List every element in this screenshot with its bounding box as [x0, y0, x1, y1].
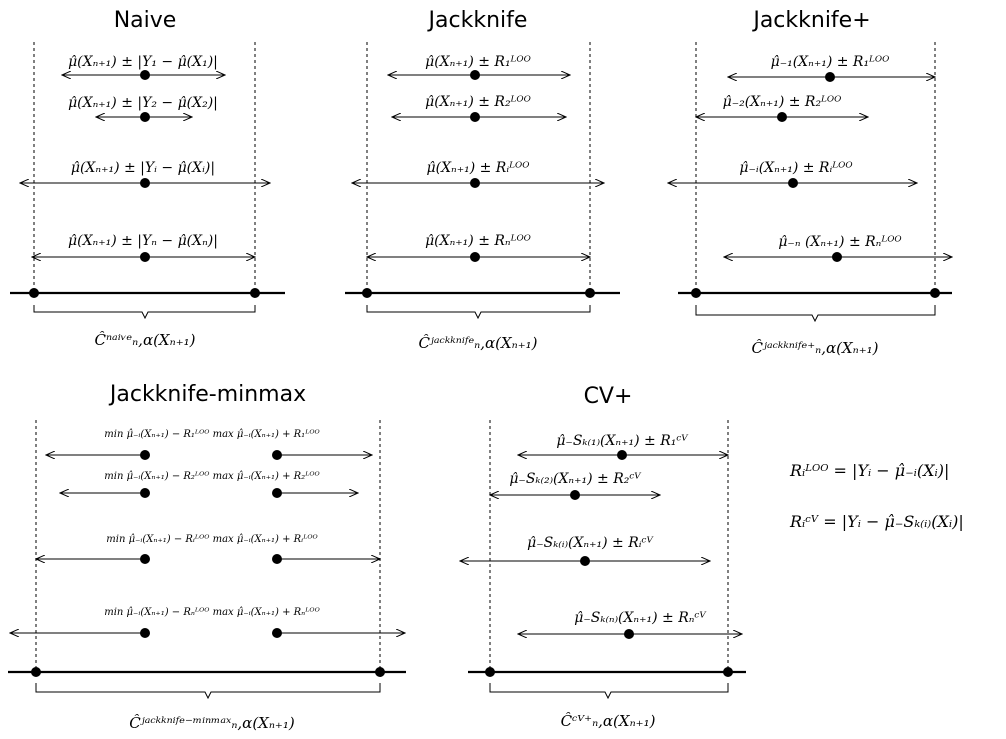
max-estimate-dot	[272, 554, 282, 564]
interval-label: μ̂(Xₙ₊₁) ± |Y₁ − μ̂(X₁)|	[68, 54, 218, 70]
panel-jackknife: Jackknife μ̂(Xₙ₊₁) ± R₁ᴸᴼᴼ μ̂(Xₙ₊₁) ± R₂…	[345, 8, 620, 352]
lower-endpoint-dot	[362, 288, 372, 298]
interval-row-i: μ̂(Xₙ₊₁) ± |Yᵢ − μ̂(Xᵢ)|	[20, 160, 270, 188]
interval-label: μ̂₋₂(Xₙ₊₁) ± R₂ᴸᴼᴼ	[723, 94, 843, 110]
point-estimate-dot	[570, 490, 580, 500]
min-estimate-dot	[140, 628, 150, 638]
interval-label: μ̂₋ᵢ(Xₙ₊₁) ± Rᵢᴸᴼᴼ	[739, 160, 853, 176]
residual-definitions: Rᵢᴸᴼᴼ = |Yᵢ − μ̂₋ᵢ(Xᵢ)| Rᵢᶜⱽ = |Yᵢ − μ̂₋…	[789, 461, 964, 531]
point-estimate-dot	[825, 72, 835, 82]
lower-endpoint-dot	[29, 288, 39, 298]
point-estimate-dot	[624, 629, 634, 639]
upper-endpoint-dot	[930, 288, 940, 298]
interval-label: μ̂₋₁(Xₙ₊₁) ± R₁ᴸᴼᴼ	[771, 54, 891, 70]
interval-row-1: μ̂₋₁(Xₙ₊₁) ± R₁ᴸᴼᴼ	[728, 54, 935, 82]
panel-title: Jackknife	[427, 8, 528, 33]
loo-residual-definition: Rᵢᴸᴼᴼ = |Yᵢ − μ̂₋ᵢ(Xᵢ)|	[789, 461, 949, 480]
prediction-set-label: Ĉʲᵃᶜᵏᵏⁿⁱᶠᵉₙ,α(Xₙ₊₁)	[418, 334, 537, 352]
cv-residual-definition: Rᵢᶜⱽ = |Yᵢ − μ̂₋Sₖ₍ᵢ₎(Xᵢ)|	[789, 512, 964, 531]
lower-endpoint-dot	[485, 667, 495, 677]
prediction-set-brace	[366, 305, 591, 320]
point-estimate-dot	[140, 178, 150, 188]
upper-endpoint-dot	[250, 288, 260, 298]
panel-title: Jackknife-minmax	[108, 382, 306, 407]
panel-jackknife-plus: Jackknife+ μ̂₋₁(Xₙ₊₁) ± R₁ᴸᴼᴼ μ̂₋₂(Xₙ₊₁)…	[668, 8, 952, 357]
interval-row-i: μ̂₋Sₖ₍ᵢ₎(Xₙ₊₁) ± Rᵢᶜⱽ	[460, 535, 710, 566]
interval-label: μ̂₋Sₖ₍ₙ₎(Xₙ₊₁) ± Rₙᶜⱽ	[574, 610, 707, 626]
point-estimate-dot	[470, 178, 480, 188]
upper-endpoint-dot	[375, 667, 385, 677]
lower-endpoint-dot	[691, 288, 701, 298]
interval-label: μ̂(Xₙ₊₁) ± Rᵢᴸᴼᴼ	[427, 160, 531, 176]
interval-row-1: μ̂₋Sₖ₍₁₎(Xₙ₊₁) ± R₁ᶜⱽ	[518, 433, 728, 460]
point-estimate-dot	[580, 556, 590, 566]
min-estimate-dot	[140, 450, 150, 460]
interval-row-n: μ̂(Xₙ₊₁) ± |Yₙ − μ̂(Xₙ)|	[32, 233, 255, 262]
interval-label: μ̂₋Sₖ₍ᵢ₎(Xₙ₊₁) ± Rᵢᶜⱽ	[527, 535, 654, 551]
prediction-set-label: Ĉⁿᵃⁱᵛᵉₙ,α(Xₙ₊₁)	[95, 331, 196, 349]
interval-row-n: μ̂₋ₙ (Xₙ₊₁) ± Rₙᴸᴼᴼ	[724, 234, 952, 262]
prediction-set-brace	[489, 683, 729, 700]
interval-row-2: μ̂₋Sₖ₍₂₎(Xₙ₊₁) ± R₂ᶜⱽ	[490, 471, 660, 500]
prediction-set-label: Ĉᶜⱽ⁺ₙ,α(Xₙ₊₁)	[561, 712, 656, 730]
prediction-set-label: Ĉʲᵃᶜᵏᵏⁿⁱᶠᵉ⁺ₙ,α(Xₙ₊₁)	[752, 339, 879, 357]
point-estimate-dot	[140, 112, 150, 122]
point-estimate-dot	[140, 70, 150, 80]
interval-row-n: μ̂₋Sₖ₍ₙ₎(Xₙ₊₁) ± Rₙᶜⱽ	[518, 610, 742, 639]
max-estimate-dot	[272, 628, 282, 638]
interval-row-1: min μ̂₋ᵢ(Xₙ₊₁) − R₁ᴸᴼᴼ max μ̂₋ᵢ(Xₙ₊₁) + …	[46, 429, 372, 460]
interval-row-2: μ̂₋₂(Xₙ₊₁) ± R₂ᴸᴼᴼ	[696, 94, 868, 122]
lower-endpoint-dot	[31, 667, 41, 677]
interval-row-2: μ̂(Xₙ₊₁) ± |Y₂ − μ̂(X₂)|	[68, 95, 218, 122]
interval-label: μ̂(Xₙ₊₁) ± |Y₂ − μ̂(X₂)|	[68, 95, 218, 111]
point-estimate-dot	[470, 112, 480, 122]
panel-cv-plus: CV+ μ̂₋Sₖ₍₁₎(Xₙ₊₁) ± R₁ᶜⱽ μ̂₋Sₖ₍₂₎(Xₙ₊₁)…	[460, 384, 746, 730]
interval-label: min μ̂₋ᵢ(Xₙ₊₁) − R₁ᴸᴼᴼ max μ̂₋ᵢ(Xₙ₊₁) + …	[104, 429, 320, 440]
interval-label: min μ̂₋ᵢ(Xₙ₊₁) − Rₙᴸᴼᴼ max μ̂₋ᵢ(Xₙ₊₁) + …	[104, 607, 320, 618]
interval-row-n: μ̂(Xₙ₊₁) ± Rₙᴸᴼᴼ	[367, 233, 590, 262]
interval-row-i: μ̂₋ᵢ(Xₙ₊₁) ± Rᵢᴸᴼᴼ	[668, 160, 917, 188]
point-estimate-dot	[832, 252, 842, 262]
point-estimate-dot	[470, 70, 480, 80]
interval-row-i: μ̂(Xₙ₊₁) ± Rᵢᴸᴼᴼ	[352, 160, 604, 188]
interval-row-2: min μ̂₋ᵢ(Xₙ₊₁) − R₂ᴸᴼᴼ max μ̂₋ᵢ(Xₙ₊₁) + …	[60, 471, 358, 498]
interval-label: μ̂(Xₙ₊₁) ± |Yᵢ − μ̂(Xᵢ)|	[71, 160, 215, 176]
interval-row-n: min μ̂₋ᵢ(Xₙ₊₁) − Rₙᴸᴼᴼ max μ̂₋ᵢ(Xₙ₊₁) + …	[10, 607, 405, 638]
upper-endpoint-dot	[723, 667, 733, 677]
point-estimate-dot	[470, 252, 480, 262]
interval-label: min μ̂₋ᵢ(Xₙ₊₁) − R₂ᴸᴼᴼ max μ̂₋ᵢ(Xₙ₊₁) + …	[104, 471, 320, 482]
point-estimate-dot	[788, 178, 798, 188]
panel-title: Jackknife+	[751, 8, 870, 33]
prediction-set-brace	[35, 683, 381, 700]
panel-jackknife-minmax: Jackknife-minmax min μ̂₋ᵢ(Xₙ₊₁) − R₁ᴸᴼᴼ …	[8, 382, 406, 732]
interval-row-2: μ̂(Xₙ₊₁) ± R₂ᴸᴼᴼ	[392, 94, 566, 122]
prediction-set-label: Ĉʲᵃᶜᵏᵏⁿⁱᶠᵉ⁻ᵐⁱⁿᵐᵃˣₙ,α(Xₙ₊₁)	[129, 714, 295, 732]
max-estimate-dot	[272, 450, 282, 460]
interval-label: μ̂(Xₙ₊₁) ± R₁ᴸᴼᴼ	[425, 54, 532, 70]
panel-naive: Naive μ̂(Xₙ₊₁) ± |Y₁ − μ̂(X₁)| μ̂(Xₙ₊₁) …	[10, 8, 285, 349]
min-estimate-dot	[140, 488, 150, 498]
interval-row-i: min μ̂₋ᵢ(Xₙ₊₁) − Rᵢᴸᴼᴼ max μ̂₋ᵢ(Xₙ₊₁) + …	[36, 534, 380, 564]
min-estimate-dot	[140, 554, 150, 564]
interval-label: μ̂(Xₙ₊₁) ± |Yₙ − μ̂(Xₙ)|	[68, 233, 218, 249]
interval-label: μ̂(Xₙ₊₁) ± R₂ᴸᴼᴼ	[425, 94, 532, 110]
upper-endpoint-dot	[585, 288, 595, 298]
interval-label: μ̂(Xₙ₊₁) ± Rₙᴸᴼᴼ	[425, 233, 532, 249]
interval-label: min μ̂₋ᵢ(Xₙ₊₁) − Rᵢᴸᴼᴼ max μ̂₋ᵢ(Xₙ₊₁) + …	[106, 534, 318, 545]
panel-title: Naive	[114, 8, 177, 33]
interval-row-1: μ̂(Xₙ₊₁) ± R₁ᴸᴼᴼ	[388, 54, 570, 80]
point-estimate-dot	[777, 112, 787, 122]
interval-label: μ̂₋Sₖ₍₂₎(Xₙ₊₁) ± R₂ᶜⱽ	[509, 471, 642, 487]
prediction-set-brace	[33, 305, 256, 320]
interval-label: μ̂₋ₙ (Xₙ₊₁) ± Rₙᴸᴼᴼ	[778, 234, 902, 250]
panel-title: CV+	[584, 384, 633, 409]
max-estimate-dot	[272, 488, 282, 498]
interval-row-1: μ̂(Xₙ₊₁) ± |Y₁ − μ̂(X₁)|	[62, 54, 225, 80]
interval-label: μ̂₋Sₖ₍₁₎(Xₙ₊₁) ± R₁ᶜⱽ	[556, 433, 689, 449]
point-estimate-dot	[617, 450, 627, 460]
prediction-set-brace	[695, 305, 936, 323]
point-estimate-dot	[140, 252, 150, 262]
